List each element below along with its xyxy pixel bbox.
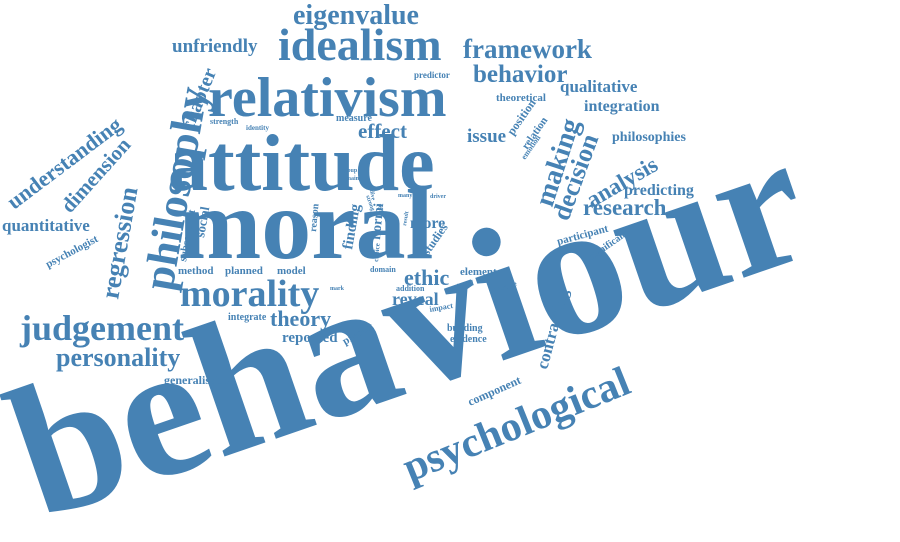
word-identity: identity (246, 124, 269, 132)
word-qualitative: qualitative (560, 77, 638, 96)
word-effect: effect (358, 119, 407, 143)
word-self: self (376, 203, 384, 214)
word-element: element (460, 266, 497, 278)
word-finding: finding (340, 202, 364, 250)
word-more: more (410, 215, 445, 232)
word-behavior: behavior (473, 61, 567, 88)
word-building: building (447, 323, 483, 334)
word-integrate: integrate (228, 312, 267, 323)
word-group: group (342, 168, 358, 174)
word-driver: driver (430, 194, 446, 200)
word-reason: reason (308, 203, 321, 232)
word-integration: integration (584, 98, 660, 115)
word-strong: strong (364, 195, 375, 212)
word-method: method (178, 265, 213, 277)
word-mark: mark (330, 286, 345, 292)
word-reported: reported (282, 330, 338, 346)
word-social: social (192, 205, 212, 239)
word-theory: theory (270, 306, 331, 331)
word-idealism: idealism (278, 19, 442, 70)
word-judgement: judgement (19, 308, 184, 348)
word-issue: issue (467, 126, 506, 147)
word-personality: personality (56, 343, 180, 372)
word-reveal: reveal (392, 289, 439, 309)
word-generalisable: generalisable (164, 373, 232, 387)
word-framework: framework (463, 34, 592, 64)
word-evidence: evidence (450, 334, 487, 345)
word-dive: dive (368, 189, 376, 201)
word-addition: addition (396, 284, 425, 293)
word-domain: domain (370, 265, 396, 274)
word-relativism: relativism (208, 67, 446, 129)
word-choice: choice (372, 243, 382, 262)
word-many: many (398, 193, 412, 199)
word-unfriendly: unfriendly (172, 36, 258, 57)
word-eigenvalue: eigenvalue (293, 0, 419, 31)
word-ethic: ethic (404, 265, 449, 290)
word-strength: strength (210, 117, 239, 126)
word-morality: morality (180, 273, 319, 315)
word-attitude: attitude (168, 120, 435, 208)
word-moral: moral (178, 169, 433, 280)
word-normi: normi (369, 203, 387, 241)
word-philosophies: philosophies (612, 130, 686, 145)
word-impact: impact (429, 301, 454, 314)
word-predictor: predictor (414, 70, 450, 80)
word-measure: measure (336, 113, 372, 124)
word-model: model (277, 265, 306, 277)
word-quantitative: quantitative (2, 216, 90, 235)
word-basis: basis (318, 176, 330, 191)
word-result: result (402, 211, 410, 226)
word-psychologist: psychologist (44, 233, 101, 271)
word-theoretical: theoretical (496, 92, 546, 104)
word-main: main (346, 176, 360, 182)
word-planned: planned (225, 265, 263, 277)
word-research: research (583, 195, 667, 220)
word-predicting: predicting (624, 182, 694, 199)
